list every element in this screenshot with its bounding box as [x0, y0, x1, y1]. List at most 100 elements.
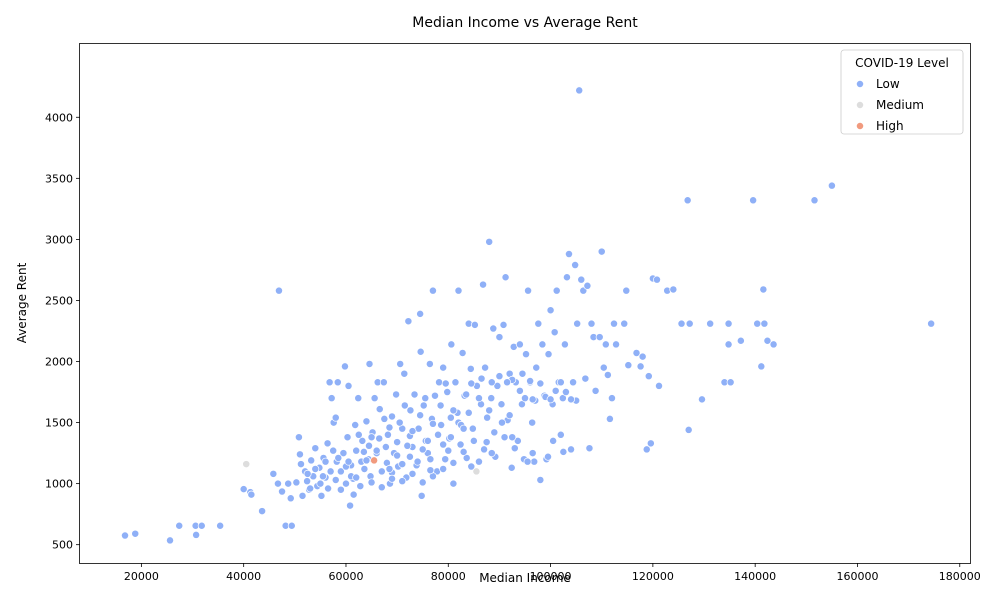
data-point-low	[333, 378, 342, 387]
data-point-low	[329, 446, 338, 455]
data-point-low	[446, 433, 455, 442]
data-point-low	[632, 349, 641, 357]
x-tick-label: 40000	[226, 570, 261, 583]
data-point-low	[408, 469, 417, 478]
data-point-low	[197, 521, 206, 530]
data-point-low	[569, 378, 578, 387]
y-axis: 500 1000 1500 2000 2500 3000 3500 4000	[45, 111, 80, 552]
data-point-low	[462, 454, 471, 462]
data-point-low	[485, 406, 494, 415]
data-point-low	[416, 347, 425, 356]
data-point-low	[419, 401, 428, 410]
data-point-low	[595, 333, 604, 342]
data-point-low	[605, 414, 614, 423]
data-point-low	[400, 369, 409, 378]
data-point-low	[377, 467, 386, 476]
data-point-low	[444, 446, 453, 455]
data-point-low	[418, 478, 427, 487]
data-point-low	[410, 390, 419, 399]
data-point-medium	[472, 467, 481, 476]
data-point-low	[385, 465, 394, 473]
data-point-low	[297, 460, 305, 469]
data-point-low	[287, 521, 296, 530]
data-point-low	[398, 460, 407, 469]
data-point-low	[507, 463, 516, 472]
data-point-low	[454, 286, 463, 295]
data-point-low	[769, 340, 778, 349]
data-point-low	[408, 427, 417, 436]
data-point-low	[622, 286, 631, 295]
data-point-low	[538, 340, 547, 349]
data-point-low	[317, 491, 326, 500]
data-point-low	[327, 394, 336, 403]
data-point-low	[216, 521, 225, 530]
data-point-low	[292, 478, 301, 487]
data-point-low	[334, 454, 343, 462]
data-point-low	[418, 445, 427, 454]
data-point-high	[370, 456, 379, 465]
data-point-low	[175, 521, 184, 530]
data-point-low	[306, 484, 315, 493]
data-point-low	[413, 457, 422, 466]
data-point-low	[466, 364, 475, 373]
data-point-low	[362, 456, 371, 465]
data-point-low	[475, 394, 483, 403]
data-point-low	[449, 479, 458, 488]
data-point-low	[316, 479, 325, 488]
data-point-low	[549, 436, 558, 445]
data-point-low	[311, 444, 320, 453]
data-point-low	[927, 319, 936, 328]
data-point-low	[526, 377, 535, 385]
data-point-low	[653, 275, 661, 284]
data-point-low	[567, 445, 575, 454]
data-point-low	[284, 479, 293, 488]
data-point-low	[342, 479, 350, 488]
data-point-low	[303, 477, 312, 486]
data-point-low	[356, 482, 365, 491]
data-point-low	[321, 457, 330, 466]
data-point-low	[426, 466, 435, 475]
data-point-low	[544, 350, 553, 359]
data-point-low	[323, 439, 332, 448]
x-tick-label: 180000	[939, 570, 981, 583]
data-point-low	[827, 181, 836, 190]
x-axis-label: Median Income	[479, 571, 571, 585]
data-point-low	[426, 455, 435, 464]
data-point-low	[475, 457, 483, 466]
x-tick-label: 100000	[530, 570, 572, 583]
points-layer	[121, 86, 936, 545]
y-tick-label: 3000	[45, 233, 73, 246]
data-point-low	[370, 394, 379, 403]
data-point-low	[567, 395, 575, 404]
data-point-low	[278, 487, 286, 496]
legend-marker-medium	[856, 101, 864, 109]
data-point-low	[351, 421, 360, 429]
data-point-low	[239, 485, 248, 494]
data-point-low	[495, 333, 504, 342]
data-point-low	[435, 378, 444, 387]
data-point-low	[325, 378, 334, 387]
data-point-low	[685, 319, 694, 328]
data-point-low	[417, 491, 426, 500]
data-point-low	[367, 433, 376, 442]
data-point-low	[544, 452, 552, 461]
data-point-low	[515, 340, 524, 349]
data-point-low	[571, 261, 580, 269]
data-point-low	[562, 273, 571, 282]
data-point-low	[449, 406, 458, 415]
data-point-low	[698, 395, 706, 404]
data-point-low	[669, 285, 678, 294]
data-point-low	[508, 433, 517, 442]
data-point-low	[360, 465, 369, 473]
y-tick-label: 4000	[45, 111, 73, 124]
data-point-low	[575, 86, 584, 95]
data-point-low	[436, 401, 445, 410]
data-point-low	[561, 388, 570, 396]
data-point-low	[456, 440, 465, 449]
data-point-low	[500, 433, 509, 442]
data-point-low	[434, 430, 442, 439]
data-point-low	[275, 286, 283, 295]
data-point-low	[485, 237, 494, 246]
data-point-low	[636, 362, 645, 371]
data-point-low	[565, 250, 573, 258]
